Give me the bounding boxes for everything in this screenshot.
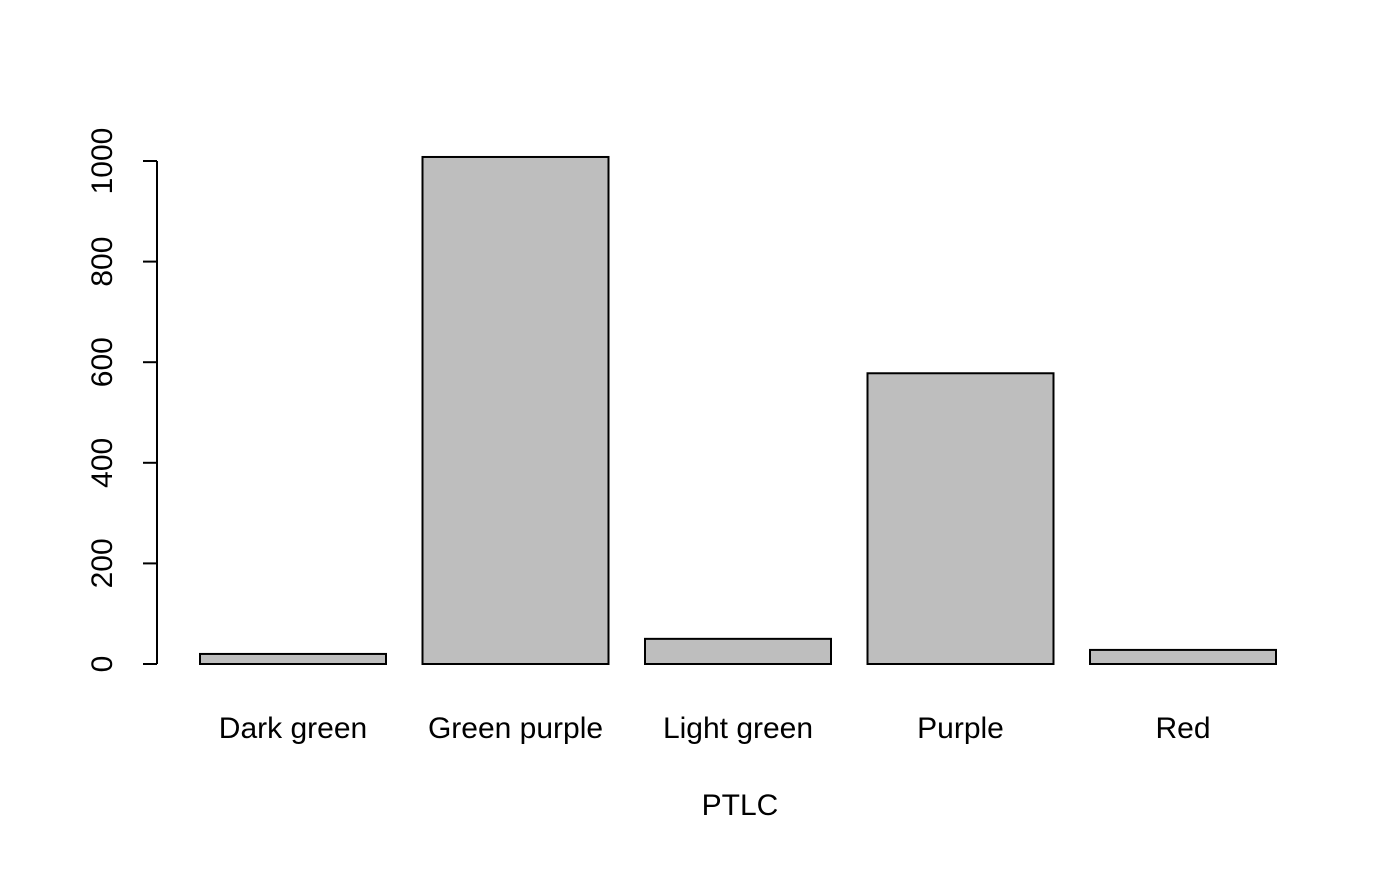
y-tick-label: 400 bbox=[86, 438, 119, 488]
x-tick-label: Light green bbox=[663, 712, 813, 745]
bar-red bbox=[1089, 648, 1277, 666]
bar-green-purple bbox=[421, 155, 610, 665]
y-axis: 0 200 400 600 800 1000 bbox=[86, 128, 158, 673]
y-tick-label: 0 bbox=[86, 656, 119, 673]
x-axis-title: PTLC bbox=[702, 789, 779, 822]
bar-dark-green bbox=[199, 652, 387, 666]
y-tick-label: 200 bbox=[86, 538, 119, 588]
x-tick-labels: Dark green Green purple Light green Purple R… bbox=[219, 712, 1211, 745]
bars-group bbox=[199, 155, 1277, 666]
x-tick-label: Green purple bbox=[428, 712, 603, 745]
bar-purple bbox=[866, 372, 1055, 665]
y-tick-label: 600 bbox=[86, 337, 119, 387]
x-tick-label: Dark green bbox=[219, 712, 367, 745]
y-tick-label: 800 bbox=[86, 237, 119, 287]
y-tick-label: 1000 bbox=[86, 128, 119, 195]
x-tick-label: Purple bbox=[917, 712, 1004, 745]
x-tick-label: Red bbox=[1155, 712, 1210, 745]
bar-light-green bbox=[644, 637, 832, 665]
